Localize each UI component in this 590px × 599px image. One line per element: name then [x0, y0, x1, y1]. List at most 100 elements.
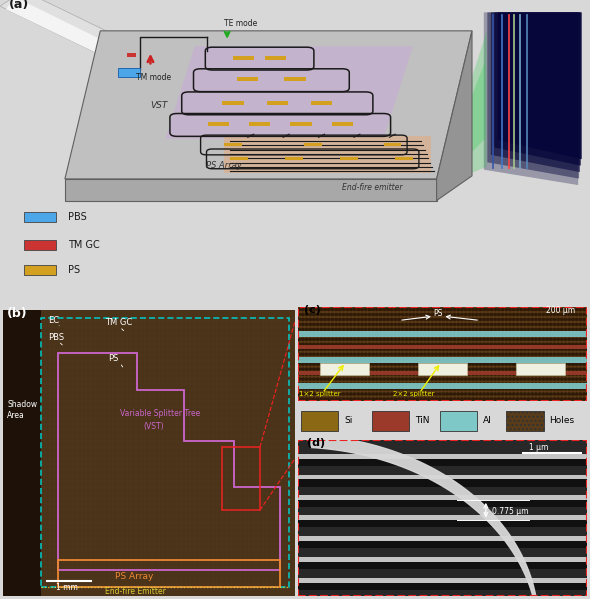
Circle shape — [327, 308, 330, 311]
Circle shape — [535, 368, 537, 370]
Circle shape — [342, 363, 345, 365]
Circle shape — [461, 308, 463, 311]
Circle shape — [497, 313, 500, 316]
Circle shape — [461, 383, 463, 385]
Circle shape — [538, 383, 541, 385]
Circle shape — [497, 393, 500, 395]
Circle shape — [365, 398, 367, 400]
Circle shape — [531, 304, 533, 305]
Circle shape — [472, 388, 474, 390]
Circle shape — [405, 373, 408, 375]
Circle shape — [335, 343, 337, 346]
Circle shape — [509, 363, 512, 365]
Circle shape — [438, 373, 441, 375]
Circle shape — [564, 393, 567, 395]
Circle shape — [553, 363, 556, 365]
Circle shape — [446, 308, 448, 311]
Circle shape — [509, 378, 512, 380]
Circle shape — [412, 353, 415, 355]
Circle shape — [383, 319, 385, 320]
Circle shape — [472, 319, 474, 320]
Circle shape — [353, 313, 356, 316]
Circle shape — [409, 338, 411, 340]
Circle shape — [372, 343, 375, 346]
Circle shape — [442, 308, 445, 311]
Circle shape — [494, 348, 497, 350]
Circle shape — [546, 319, 548, 320]
Circle shape — [342, 348, 345, 350]
Circle shape — [516, 383, 519, 385]
Circle shape — [368, 353, 371, 355]
Circle shape — [549, 338, 552, 340]
Circle shape — [542, 323, 545, 325]
Circle shape — [497, 358, 500, 360]
Circle shape — [487, 353, 489, 355]
Circle shape — [305, 304, 308, 305]
Circle shape — [575, 358, 578, 360]
Bar — [320, 364, 369, 376]
Circle shape — [553, 319, 556, 320]
Circle shape — [424, 333, 426, 335]
Circle shape — [301, 313, 304, 316]
Circle shape — [453, 383, 456, 385]
Circle shape — [435, 338, 437, 340]
Circle shape — [372, 319, 375, 320]
Circle shape — [309, 304, 312, 305]
Circle shape — [372, 393, 375, 395]
Circle shape — [301, 358, 304, 360]
Circle shape — [305, 323, 308, 325]
Circle shape — [560, 338, 563, 340]
Circle shape — [386, 398, 389, 400]
Bar — [290, 122, 312, 126]
Circle shape — [339, 338, 341, 340]
Circle shape — [453, 338, 456, 340]
Circle shape — [479, 368, 481, 370]
Text: Si: Si — [344, 416, 353, 425]
Circle shape — [490, 383, 493, 385]
Circle shape — [586, 383, 589, 385]
Circle shape — [464, 393, 467, 395]
Circle shape — [513, 353, 515, 355]
Circle shape — [446, 358, 448, 360]
Circle shape — [379, 343, 382, 346]
Circle shape — [435, 313, 437, 316]
Circle shape — [575, 323, 578, 325]
Circle shape — [386, 319, 389, 320]
Circle shape — [394, 398, 396, 400]
Circle shape — [431, 398, 434, 400]
Circle shape — [412, 363, 415, 365]
Circle shape — [431, 319, 434, 320]
Circle shape — [353, 333, 356, 335]
Bar — [301, 411, 339, 431]
Circle shape — [427, 328, 430, 331]
Circle shape — [298, 383, 300, 385]
Circle shape — [527, 343, 530, 346]
Circle shape — [316, 323, 319, 325]
Circle shape — [398, 388, 401, 390]
Circle shape — [549, 319, 552, 320]
Circle shape — [435, 378, 437, 380]
Circle shape — [538, 343, 541, 346]
Circle shape — [483, 319, 486, 320]
Circle shape — [586, 343, 589, 346]
Circle shape — [494, 363, 497, 365]
Circle shape — [535, 393, 537, 395]
Circle shape — [401, 343, 404, 346]
Circle shape — [339, 313, 341, 316]
Circle shape — [464, 304, 467, 305]
Circle shape — [438, 378, 441, 380]
Circle shape — [420, 363, 422, 365]
Circle shape — [435, 343, 437, 346]
Circle shape — [502, 353, 504, 355]
Circle shape — [531, 348, 533, 350]
Circle shape — [309, 383, 312, 385]
Circle shape — [505, 398, 507, 400]
Circle shape — [446, 343, 448, 346]
Circle shape — [564, 333, 567, 335]
Circle shape — [424, 373, 426, 375]
Bar — [298, 454, 587, 459]
Circle shape — [427, 333, 430, 335]
Circle shape — [409, 383, 411, 385]
Circle shape — [446, 319, 448, 320]
Circle shape — [375, 363, 378, 365]
